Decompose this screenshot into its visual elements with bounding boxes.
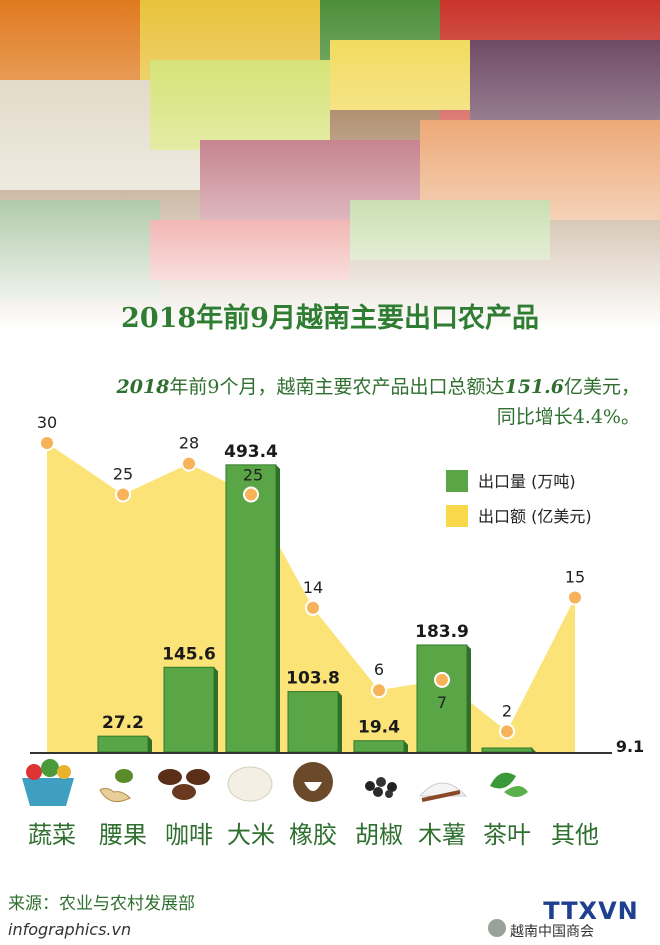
bar-side-腰果 bbox=[148, 736, 152, 752]
value-label-腰果: 25 bbox=[113, 465, 133, 484]
category-label-橡胶: 橡胶 bbox=[289, 821, 337, 849]
value-point-橡胶 bbox=[305, 599, 321, 616]
subtitle-year: 2018 bbox=[116, 376, 170, 398]
wechat-icon bbox=[488, 919, 506, 937]
value-point-其他 bbox=[567, 589, 583, 606]
value-label-蔬菜: 30 bbox=[37, 413, 57, 432]
value-label-胡椒: 6 bbox=[374, 660, 384, 679]
rice-icon bbox=[227, 766, 273, 802]
subtitle-text-1: 年前9个月，越南主要农产品出口总额达 bbox=[169, 376, 505, 398]
bar-side-大米 bbox=[276, 464, 280, 752]
value-point-咖啡 bbox=[181, 455, 197, 472]
category-label-咖啡: 咖啡 bbox=[165, 821, 213, 849]
wechat-account: 越南中国商会 bbox=[510, 924, 594, 940]
value-label-橡胶: 14 bbox=[303, 578, 323, 597]
value-label-大米: 25 bbox=[243, 466, 263, 485]
bar-label-大米: 493.4 bbox=[224, 442, 278, 462]
value-label-咖啡: 28 bbox=[179, 434, 199, 453]
category-label-其他: 其他 bbox=[551, 821, 599, 849]
category-label-木薯: 木薯 bbox=[418, 821, 466, 849]
subtitle-text-2: 亿美元， bbox=[563, 376, 640, 398]
chart-title: 2018年前9月越南主要出口农产品 bbox=[121, 303, 539, 334]
tea-leaf-icon bbox=[490, 772, 528, 797]
value-point-木薯 bbox=[434, 671, 450, 688]
bar-label-咖啡: 145.6 bbox=[162, 644, 216, 664]
bar-大米 bbox=[225, 464, 277, 753]
bar-side-咖啡 bbox=[214, 667, 218, 752]
cassava-icon bbox=[418, 782, 468, 802]
category-label-胡椒: 胡椒 bbox=[355, 821, 403, 849]
bar-label-胡椒: 19.4 bbox=[358, 718, 400, 738]
cashew-icon bbox=[99, 769, 133, 803]
rubber-icon bbox=[293, 762, 333, 802]
bar-橡胶 bbox=[287, 691, 339, 753]
bar-木薯 bbox=[416, 644, 468, 753]
bar-咖啡 bbox=[163, 666, 215, 753]
category-label-蔬菜: 蔬菜 bbox=[28, 821, 76, 849]
bar-label-腰果: 27.2 bbox=[102, 713, 144, 733]
legend: 出口量 (万吨) 出口额 (亿美元) bbox=[446, 470, 592, 527]
vegetable-basket-icon bbox=[22, 759, 74, 806]
pepper-icon bbox=[365, 777, 397, 798]
value-point-茶叶 bbox=[499, 723, 515, 740]
legend-label-volume: 出口量 (万吨) bbox=[478, 472, 576, 491]
category-label-腰果: 腰果 bbox=[99, 821, 147, 849]
value-point-腰果 bbox=[115, 486, 131, 503]
value-point-蔬菜 bbox=[39, 435, 55, 451]
value-point-胡椒 bbox=[371, 682, 387, 699]
produce-photo-banner bbox=[0, 0, 660, 330]
value-point-大米 bbox=[243, 486, 259, 503]
legend-label-value: 出口额 (亿美元) bbox=[478, 507, 592, 526]
legend-swatch-volume bbox=[446, 470, 468, 492]
subtitle-line-1: 2018年前9个月，越南主要农产品出口总额达151.6亿美元， bbox=[0, 372, 641, 399]
coffee-beans-icon bbox=[158, 769, 210, 800]
source-note: 来源：农业与农村发展部 bbox=[8, 894, 195, 914]
bar-label-橡胶: 103.8 bbox=[286, 669, 340, 689]
bar-side-胡椒 bbox=[404, 740, 408, 752]
value-label-木薯: 7 bbox=[437, 693, 447, 712]
bar-side-木薯 bbox=[467, 644, 471, 752]
bar-side-茶叶 bbox=[532, 748, 536, 752]
bar-label-其他: 9.1 bbox=[616, 737, 644, 756]
value-label-其他: 15 bbox=[565, 568, 585, 587]
legend-swatch-value bbox=[446, 505, 468, 527]
subtitle-line-2: 同比增长4.4%。 bbox=[496, 406, 640, 428]
bar-label-木薯: 183.9 bbox=[415, 622, 469, 642]
subtitle-amount: 151.6 bbox=[504, 376, 564, 398]
site-link[interactable]: infographics.vn bbox=[8, 920, 132, 939]
bar-side-橡胶 bbox=[338, 691, 342, 752]
category-label-茶叶: 茶叶 bbox=[483, 821, 531, 849]
category-label-大米: 大米 bbox=[227, 821, 275, 849]
ttxvn-logo: TTXVN bbox=[543, 897, 639, 925]
value-label-茶叶: 2 bbox=[502, 701, 512, 720]
